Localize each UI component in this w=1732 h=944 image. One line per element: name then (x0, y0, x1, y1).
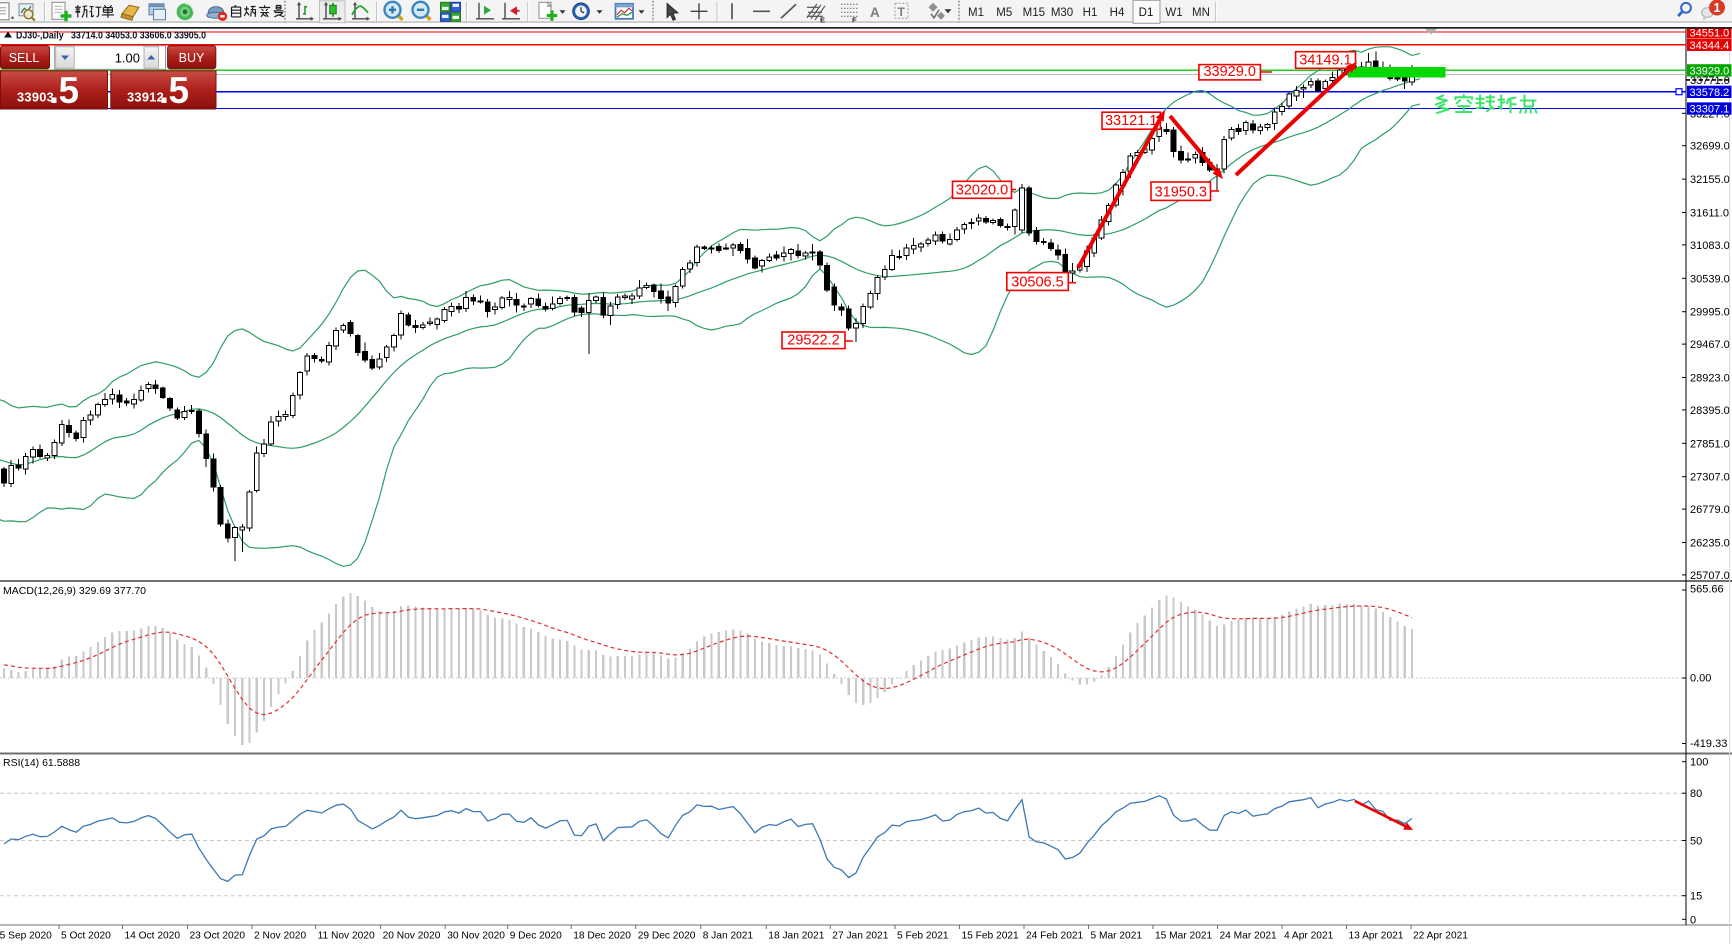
svg-text:MACD(12,26,9) 329.69 377.70: MACD(12,26,9) 329.69 377.70 (3, 585, 146, 597)
svg-text:A: A (870, 5, 880, 20)
svg-text:29522.2: 29522.2 (787, 333, 839, 349)
svg-text:M15: M15 (1023, 7, 1045, 19)
svg-text:15 Feb 2021: 15 Feb 2021 (962, 931, 1020, 942)
svg-text:1: 1 (1714, 1, 1721, 15)
svg-text:28923.0: 28923.0 (1690, 373, 1730, 385)
svg-text:28395.0: 28395.0 (1690, 405, 1730, 417)
svg-text:30506.5: 30506.5 (1011, 274, 1063, 290)
svg-text:30 Nov 2020: 30 Nov 2020 (447, 931, 505, 942)
svg-text:26235.0: 26235.0 (1690, 538, 1730, 550)
svg-text:33307.1: 33307.1 (1690, 104, 1730, 116)
svg-text:15: 15 (1690, 891, 1702, 903)
svg-text:H1: H1 (1083, 7, 1098, 19)
svg-text:DJ30-,Daily 33714.0 34053.0: DJ30-,Daily 33714.0 34053.0 33606.0 3390… (16, 31, 206, 42)
svg-text:27307.0: 27307.0 (1690, 472, 1730, 484)
svg-text:80: 80 (1690, 788, 1702, 800)
svg-text:0.00: 0.00 (1690, 673, 1711, 685)
svg-text:27 Jan 2021: 27 Jan 2021 (832, 931, 888, 942)
svg-text:-419.33: -419.33 (1690, 738, 1727, 750)
svg-text:33912: 33912 (127, 90, 164, 105)
svg-text:31950.3: 31950.3 (1155, 184, 1207, 200)
svg-text:32699.0: 32699.0 (1690, 141, 1730, 153)
svg-text:34344.4: 34344.4 (1690, 40, 1730, 52)
svg-text:25 Sep 2020: 25 Sep 2020 (0, 931, 52, 942)
svg-text:H4: H4 (1110, 7, 1125, 19)
svg-text:5 Mar 2021: 5 Mar 2021 (1091, 931, 1143, 942)
svg-text:29467.0: 29467.0 (1690, 339, 1730, 351)
svg-text:11 Nov 2020: 11 Nov 2020 (318, 931, 375, 942)
svg-text:W1: W1 (1165, 7, 1182, 19)
svg-text:33121.1: 33121.1 (1105, 113, 1157, 129)
svg-text:27851.0: 27851.0 (1690, 438, 1730, 450)
svg-text:31611.0: 31611.0 (1690, 208, 1729, 220)
svg-text:22 Apr 2021: 22 Apr 2021 (1413, 931, 1468, 942)
svg-text:26779.0: 26779.0 (1690, 504, 1730, 516)
svg-text:34149.1: 34149.1 (1299, 52, 1351, 68)
svg-text:5: 5 (59, 70, 80, 111)
svg-text:31083.0: 31083.0 (1690, 240, 1730, 252)
svg-text:4 Apr 2021: 4 Apr 2021 (1284, 931, 1334, 942)
svg-text:13 Apr 2021: 13 Apr 2021 (1349, 931, 1404, 942)
svg-text:8 Jan 2021: 8 Jan 2021 (703, 931, 754, 942)
svg-text:33771.0: 33771.0 (1690, 75, 1730, 87)
svg-text:33929.0: 33929.0 (1690, 66, 1730, 78)
svg-text:M30: M30 (1051, 7, 1073, 19)
svg-text:9 Dec 2020: 9 Dec 2020 (510, 931, 562, 942)
svg-text:M1: M1 (968, 7, 984, 19)
svg-text:24 Feb 2021: 24 Feb 2021 (1026, 931, 1084, 942)
svg-text:32020.0: 32020.0 (956, 182, 1008, 198)
svg-text:33929.0: 33929.0 (1203, 64, 1255, 80)
svg-text:18 Jan 2021: 18 Jan 2021 (768, 931, 824, 942)
svg-text:33578.2: 33578.2 (1690, 87, 1730, 99)
svg-text:T: T (898, 5, 906, 19)
svg-text:BUY: BUY (179, 51, 205, 65)
svg-text:50: 50 (1690, 836, 1702, 848)
svg-text:F: F (852, 15, 857, 24)
svg-text:14 Oct 2020: 14 Oct 2020 (125, 931, 181, 942)
svg-text:2 Nov 2020: 2 Nov 2020 (254, 931, 306, 942)
svg-text:D1: D1 (1139, 7, 1154, 19)
svg-text:23 Oct 2020: 23 Oct 2020 (190, 931, 246, 942)
svg-text:20 Nov 2020: 20 Nov 2020 (383, 931, 441, 942)
svg-text:29995.0: 29995.0 (1690, 307, 1730, 319)
svg-text:32155.0: 32155.0 (1690, 174, 1730, 186)
svg-text:33903: 33903 (17, 90, 54, 105)
svg-text:MN: MN (1192, 7, 1210, 19)
svg-text:RSI(14) 61.5888: RSI(14) 61.5888 (3, 757, 80, 769)
svg-text:24 Mar 2021: 24 Mar 2021 (1220, 931, 1278, 942)
svg-text:E: E (820, 15, 825, 24)
svg-text:34551.0: 34551.0 (1690, 27, 1730, 39)
svg-text:565.66: 565.66 (1690, 584, 1724, 596)
svg-text:100: 100 (1690, 757, 1708, 769)
svg-text:30539.0: 30539.0 (1690, 273, 1730, 285)
svg-text:15 Mar 2021: 15 Mar 2021 (1155, 931, 1213, 942)
svg-text:0: 0 (1690, 914, 1696, 926)
svg-text:18 Dec 2020: 18 Dec 2020 (573, 931, 631, 942)
svg-text:25707.0: 25707.0 (1690, 570, 1730, 582)
svg-text:1.00: 1.00 (115, 50, 140, 65)
svg-text:29 Dec 2020: 29 Dec 2020 (638, 931, 696, 942)
svg-text:M5: M5 (996, 7, 1012, 19)
svg-text:5 Feb 2021: 5 Feb 2021 (897, 931, 949, 942)
svg-text:5: 5 (169, 70, 190, 111)
svg-text:SELL: SELL (9, 51, 40, 65)
svg-text:5 Oct 2020: 5 Oct 2020 (61, 931, 111, 942)
